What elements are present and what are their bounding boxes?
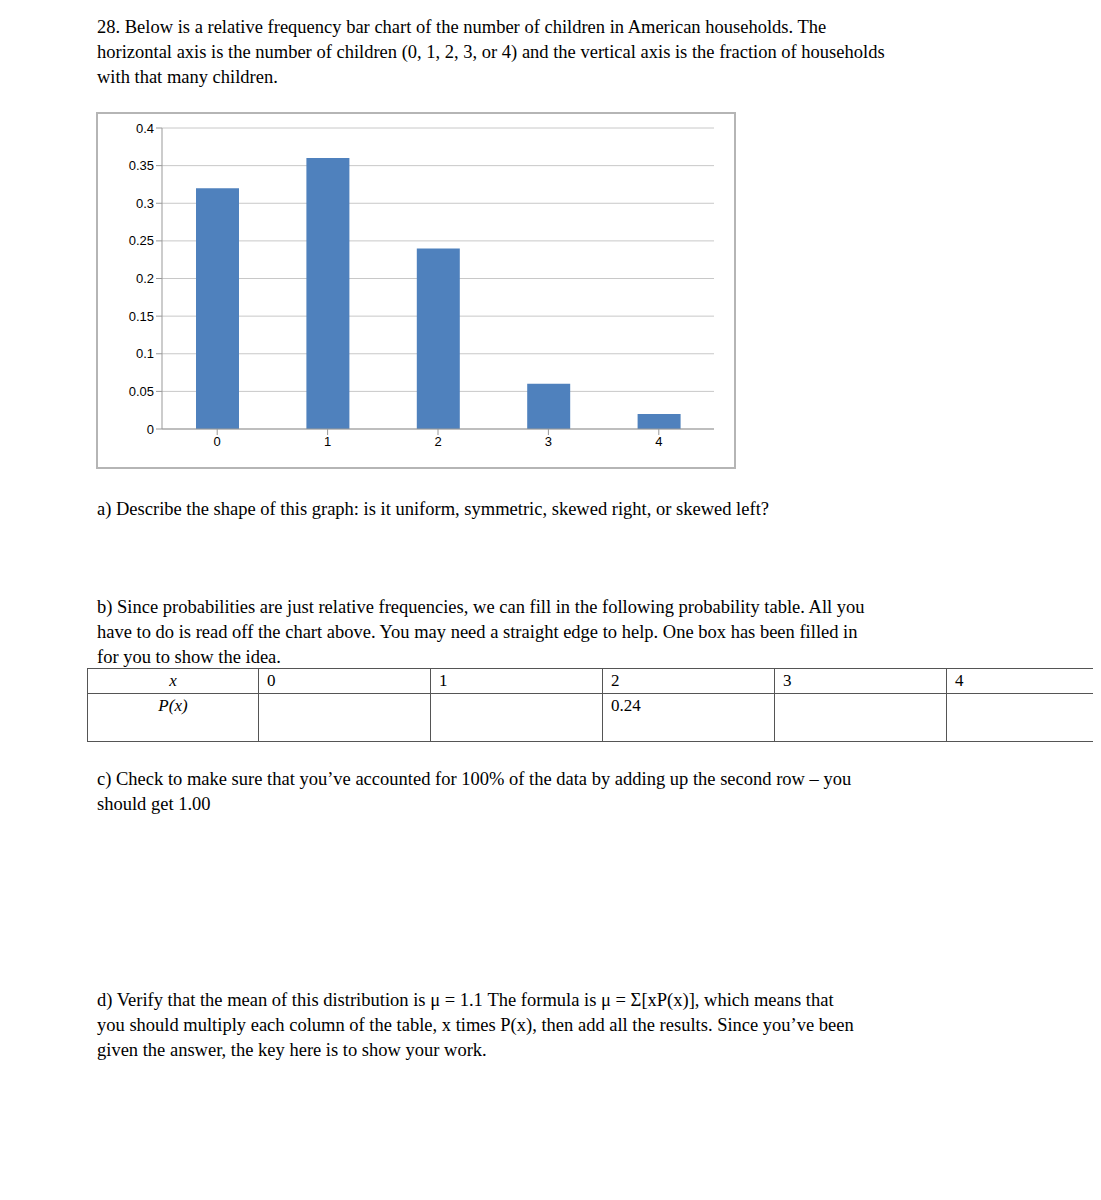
html-text:4: 4 [955, 671, 964, 690]
svg-text:1: 1 [324, 434, 331, 449]
svg-text:4: 4 [655, 434, 662, 449]
html-text:have to do is read off the cha: have to do is read off the chart above. … [97, 622, 858, 642]
html-text:1: 1 [439, 671, 448, 690]
html-text:2: 2 [611, 671, 620, 690]
html-text:with that many children.: with that many children. [97, 67, 278, 87]
html-text:c) Check to make sure that you: c) Check to make sure that you’ve accoun… [97, 769, 852, 789]
svg-text:3: 3 [545, 434, 552, 449]
html-text:should get 1.00: should get 1.00 [97, 794, 211, 814]
html-text:a) Describe the shape of this: a) Describe the shape of this graph: is … [97, 499, 769, 519]
html-text:given the answer, the key here: given the answer, the key here is to sho… [97, 1040, 487, 1060]
svg-text:0: 0 [147, 422, 154, 437]
svg-text:0.1: 0.1 [136, 346, 154, 361]
html-text:b) Since probabilities are jus: b) Since probabilities are just relative… [97, 597, 865, 617]
svg-text:0.3: 0.3 [136, 196, 154, 211]
svg-text:0.05: 0.05 [129, 384, 154, 399]
html-text:28. Below is a relative freque: 28. Below is a relative frequency bar ch… [97, 17, 827, 37]
svg-text:0: 0 [214, 434, 221, 449]
html-text:P(x): P(x) [158, 696, 188, 715]
html-text:0.24: 0.24 [611, 696, 641, 715]
html-text:d) Verify that the mean of thi: d) Verify that the mean of this distribu… [97, 990, 834, 1010]
svg-text:0.35: 0.35 [129, 158, 154, 173]
html-text:for you to show the idea.: for you to show the idea. [97, 647, 281, 667]
html-text:3: 3 [783, 671, 792, 690]
svg-text:0.15: 0.15 [129, 309, 154, 324]
svg-text:0.25: 0.25 [129, 233, 154, 248]
svg-text:0.2: 0.2 [136, 271, 154, 286]
html-text:0: 0 [267, 671, 276, 690]
svg-text:0.4: 0.4 [136, 121, 154, 136]
html-text:x: x [169, 671, 177, 690]
html-text:you should multiply each colum: you should multiply each column of the t… [97, 1015, 854, 1035]
svg-text:2: 2 [434, 434, 441, 449]
html-text:horizontal axis is the number: horizontal axis is the number of childre… [97, 42, 885, 62]
